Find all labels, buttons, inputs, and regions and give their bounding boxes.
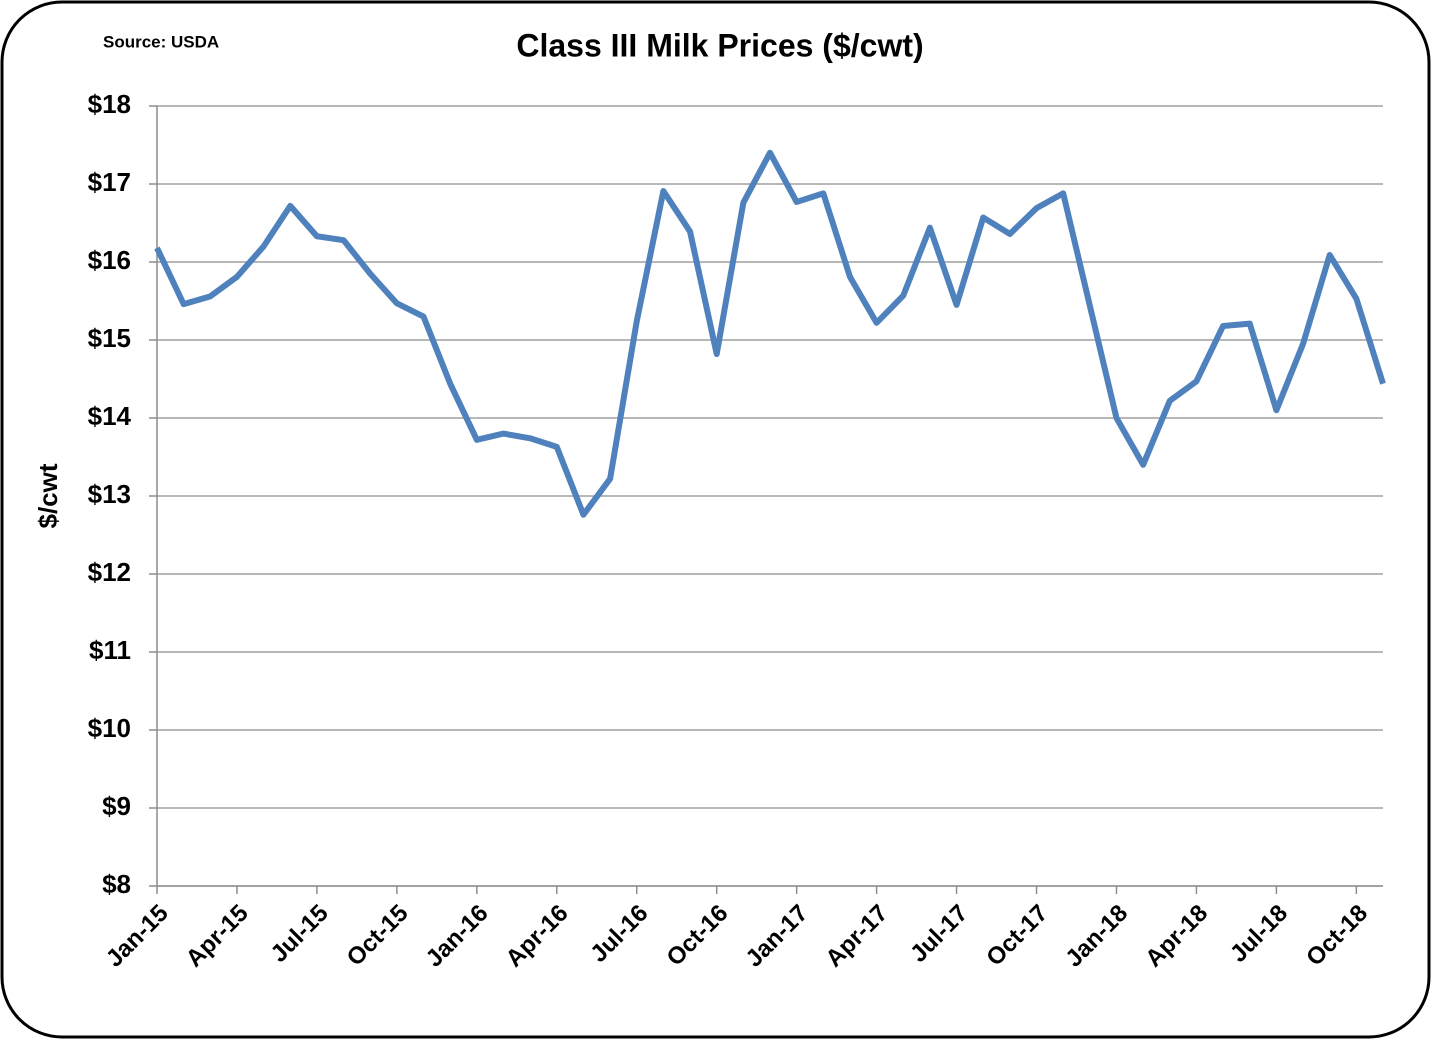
y-tick-label: $14	[88, 401, 132, 431]
data-line	[154, 149, 1386, 518]
y-tick-label: $11	[89, 635, 131, 665]
y-axis-title: $/cwt	[33, 463, 63, 528]
y-tick-label: $13	[88, 479, 131, 509]
chart-title: Class III Milk Prices ($/cwt)	[516, 27, 923, 63]
source-note: Source: USDA	[103, 32, 219, 51]
y-tick-label: $15	[88, 323, 131, 353]
y-tick-label: $12	[88, 557, 131, 587]
y-tick-label: $17	[88, 167, 131, 197]
y-tick-label: $10	[88, 713, 131, 743]
y-tick-label: $18	[88, 89, 131, 119]
y-tick-label: $8	[102, 869, 131, 899]
y-tick-label: $9	[102, 791, 131, 821]
y-tick-label: $16	[88, 245, 131, 275]
